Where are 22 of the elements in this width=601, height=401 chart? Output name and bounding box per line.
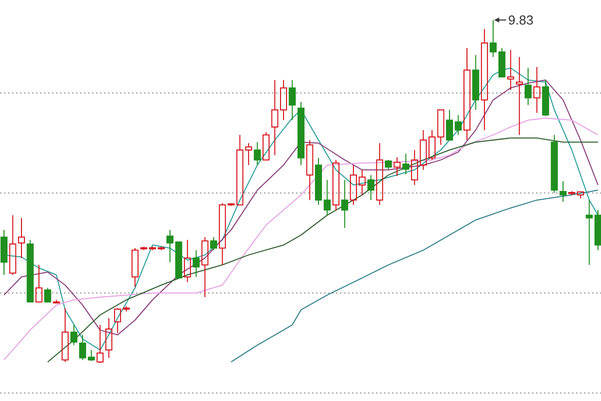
candlestick — [516, 56, 523, 136]
candlestick — [288, 80, 296, 121]
candlestick — [201, 236, 208, 298]
candlestick — [472, 54, 480, 110]
candlestick — [367, 174, 374, 201]
candlestick — [341, 179, 348, 228]
candlestick — [18, 217, 25, 259]
candlestick — [192, 250, 200, 278]
candlestick — [394, 156, 401, 177]
candlestick — [533, 66, 540, 114]
candlestick — [463, 48, 470, 141]
annotation: 9.83 — [508, 12, 534, 28]
candlestick — [105, 318, 112, 358]
candlestick — [550, 134, 558, 194]
candlestick — [507, 49, 514, 90]
candlestick — [306, 140, 314, 201]
candlestick — [376, 142, 384, 206]
candlestick — [524, 68, 532, 106]
candlestick — [560, 180, 567, 202]
candlestick — [402, 153, 410, 175]
candlestick — [0, 229, 8, 276]
candlestick — [480, 28, 488, 131]
